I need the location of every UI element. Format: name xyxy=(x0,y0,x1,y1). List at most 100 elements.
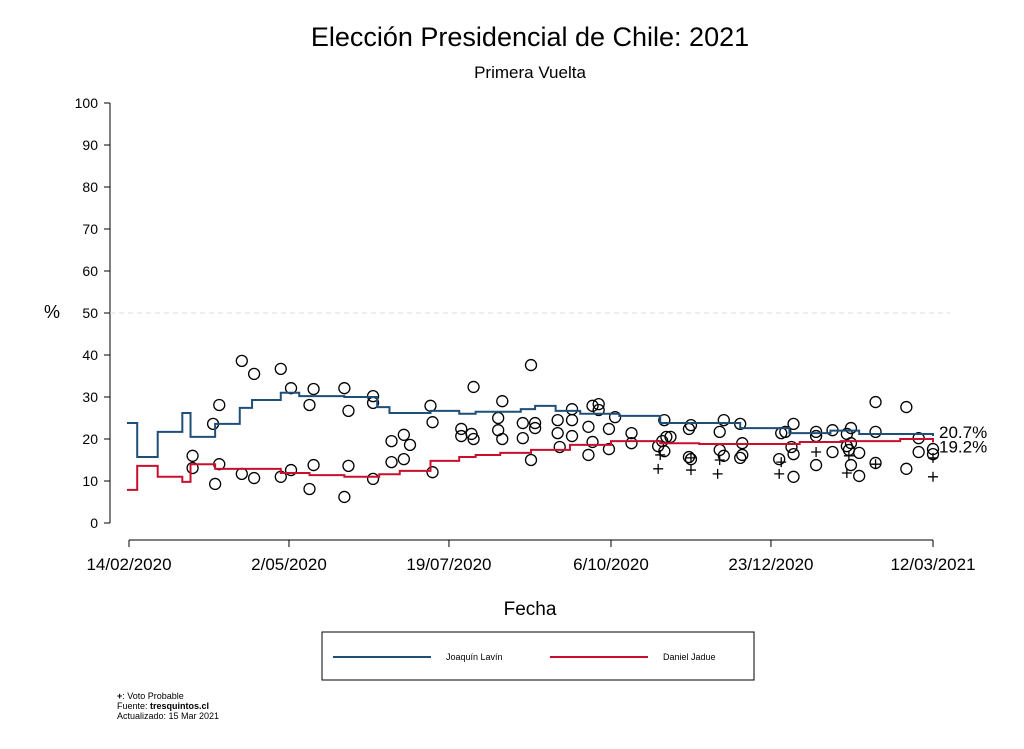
footer-marker-note: +: Voto Probable xyxy=(117,691,184,701)
probable-vote-point xyxy=(928,471,938,482)
poll-point xyxy=(338,490,351,504)
poll-point xyxy=(809,425,823,439)
series-end-label: 20.7% xyxy=(939,423,987,442)
probable-vote-point xyxy=(928,452,938,463)
y-tick-label: 90 xyxy=(82,137,98,153)
poll-point xyxy=(553,440,566,454)
y-tick-label: 30 xyxy=(82,389,98,405)
poll-point xyxy=(385,434,398,448)
poll-point xyxy=(787,470,800,483)
poll-point xyxy=(307,382,320,396)
poll-point xyxy=(787,417,800,431)
probable-vote-point xyxy=(655,449,666,460)
poll-point xyxy=(625,426,638,440)
poll-point xyxy=(247,367,261,381)
poll-point xyxy=(303,482,316,496)
poll-point xyxy=(586,435,599,449)
poll-point xyxy=(467,380,480,394)
poll-point xyxy=(779,425,792,439)
poll-point xyxy=(426,416,439,429)
poll-point xyxy=(524,358,538,372)
x-tick-label: 6/10/2020 xyxy=(573,555,649,574)
x-tick-label: 12/03/2021 xyxy=(890,555,975,574)
poll-point xyxy=(565,403,579,416)
poll-point xyxy=(592,397,605,411)
x-axis-label: Fecha xyxy=(504,599,557,620)
poll-point xyxy=(366,472,380,486)
poll-point xyxy=(717,413,730,427)
poll-point xyxy=(342,459,355,473)
poll-point xyxy=(608,411,622,424)
poll-point xyxy=(426,466,439,479)
x-tick-label: 2/05/2020 xyxy=(251,555,327,574)
poll-point xyxy=(844,421,858,435)
y-tick-label: 0 xyxy=(90,515,98,531)
poll-point xyxy=(717,449,730,462)
probable-vote-point xyxy=(841,468,852,479)
poll-point xyxy=(528,416,542,430)
y-tick-label: 60 xyxy=(82,263,98,279)
poll-point xyxy=(516,432,529,445)
probable-vote-point xyxy=(653,463,664,474)
legend: Joaquín Lavín Daniel Jadue xyxy=(321,631,755,681)
poll-point xyxy=(592,403,605,417)
y-tick-label: 100 xyxy=(75,95,99,111)
poll-point xyxy=(658,413,671,427)
poll-point xyxy=(869,395,882,409)
poll-point xyxy=(385,455,398,469)
poll-point xyxy=(826,445,839,459)
series-end-label: 19.2% xyxy=(939,437,987,456)
poll-point xyxy=(397,428,410,441)
poll-point xyxy=(528,421,542,435)
poll-point xyxy=(403,438,417,452)
poll-point xyxy=(844,458,858,472)
poll-point xyxy=(524,453,538,467)
poll-point xyxy=(658,445,671,458)
poll-point xyxy=(492,411,505,425)
poll-point xyxy=(455,422,468,436)
poll-point xyxy=(853,446,866,460)
x-tick-label: 14/02/2020 xyxy=(86,555,171,574)
y-tick-label: 20 xyxy=(82,431,98,447)
y-axis-label: % xyxy=(44,302,60,322)
y-tick-label: 80 xyxy=(82,179,98,195)
footer-source: Fuente: tresquintos.cl xyxy=(117,701,209,711)
poll-point xyxy=(455,429,468,443)
probable-vote-point xyxy=(776,457,787,468)
poll-point xyxy=(516,416,529,430)
poll-point xyxy=(247,471,261,485)
poll-point xyxy=(551,426,564,440)
poll-point xyxy=(235,467,248,481)
series-line-lavin xyxy=(126,391,934,459)
chart-subtitle: Primera Vuelta xyxy=(474,63,586,82)
poll-point xyxy=(625,437,638,450)
poll-point xyxy=(496,432,509,446)
poll-point xyxy=(869,425,882,439)
poll-point xyxy=(682,450,696,464)
poll-point xyxy=(900,462,913,475)
x-tick-label: 19/07/2020 xyxy=(406,555,491,574)
poll-point xyxy=(235,354,248,368)
poll-point xyxy=(773,453,786,466)
x-tick-label: 23/12/2020 xyxy=(728,555,813,574)
poll-point xyxy=(565,413,579,427)
y-tick-label: 40 xyxy=(82,347,98,363)
footer: +: Voto Probable Fuente: tresquintos.cl … xyxy=(117,691,219,721)
y-tick-label: 10 xyxy=(82,473,98,489)
poll-point xyxy=(397,453,410,466)
poll-point xyxy=(467,432,480,446)
poll-point xyxy=(284,463,298,477)
poll-point xyxy=(496,395,509,408)
poll-point xyxy=(809,458,823,472)
poll-point xyxy=(785,440,798,454)
poll-point xyxy=(586,399,599,412)
axes: 0 10 20 30 40 50 60 70 80 90 100 14/02/2020 2/05/202… xyxy=(75,95,976,574)
poll-point xyxy=(844,437,858,450)
poll-point xyxy=(900,400,913,414)
legend-label: Daniel Jadue xyxy=(663,652,716,662)
poll-point xyxy=(213,398,226,412)
chart-title: Elección Presidencial de Chile: 2021 xyxy=(311,22,749,52)
poll-point xyxy=(303,398,316,412)
poll-point xyxy=(582,448,595,462)
probable-vote-point xyxy=(685,465,696,476)
